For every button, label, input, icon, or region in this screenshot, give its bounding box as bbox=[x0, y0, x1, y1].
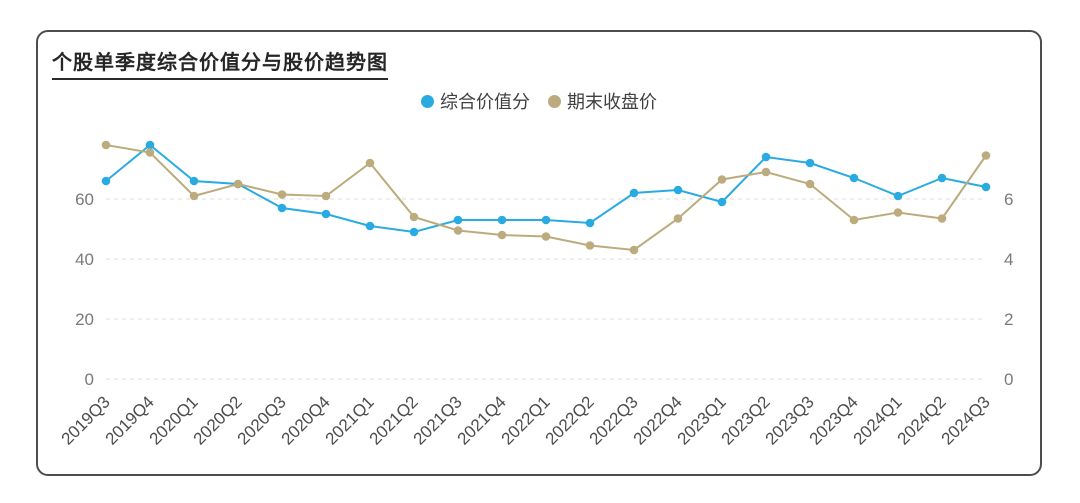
data-point[interactable] bbox=[233, 179, 243, 189]
chart-title-text: 个股单季度综合价值分与股价趋势图 bbox=[52, 46, 388, 80]
data-point[interactable] bbox=[673, 214, 683, 223]
data-point[interactable] bbox=[497, 215, 507, 225]
data-point[interactable] bbox=[937, 173, 947, 183]
legend-label-closing-price: 期末收盘价 bbox=[567, 92, 657, 112]
data-point[interactable] bbox=[189, 191, 199, 201]
right-axis-tick-label: 0 bbox=[1004, 370, 1013, 389]
data-point[interactable] bbox=[189, 176, 199, 186]
data-point[interactable] bbox=[277, 190, 287, 199]
chart-legend: 综合价值分 期末收盘价 bbox=[38, 88, 1040, 114]
data-point[interactable] bbox=[981, 151, 991, 160]
left-axis-tick-label: 60 bbox=[75, 190, 94, 209]
left-axis-tick-label: 20 bbox=[75, 310, 94, 329]
data-point[interactable] bbox=[981, 182, 991, 192]
data-point[interactable] bbox=[849, 215, 859, 225]
data-point[interactable] bbox=[805, 179, 815, 189]
left-axis-tick-label: 0 bbox=[85, 370, 94, 389]
data-point[interactable] bbox=[365, 221, 375, 231]
data-point[interactable] bbox=[673, 185, 683, 195]
right-axis-tick-label: 6 bbox=[1004, 190, 1013, 209]
data-point[interactable] bbox=[145, 140, 155, 150]
data-point[interactable] bbox=[761, 167, 771, 177]
data-point[interactable] bbox=[409, 212, 419, 222]
x-axis-tick-label: 2024Q3 bbox=[938, 392, 994, 448]
data-point[interactable] bbox=[101, 140, 111, 150]
data-point[interactable] bbox=[101, 176, 111, 186]
data-point[interactable] bbox=[541, 215, 551, 225]
right-axis-tick-label: 4 bbox=[1004, 250, 1013, 269]
data-point[interactable] bbox=[277, 203, 287, 213]
trend-line-chart: 020406002462019Q32019Q42020Q12020Q22020Q… bbox=[58, 140, 1013, 449]
legend-item-closing-price[interactable]: 期末收盘价 bbox=[548, 88, 657, 114]
left-axis-tick-label: 40 bbox=[75, 250, 94, 269]
legend-marker-value-score bbox=[421, 94, 434, 108]
data-point[interactable] bbox=[321, 191, 331, 201]
chart-card: 个股单季度综合价值分与股价趋势图 综合价值分 期末收盘价 0 20 40 60 0 2 4 6… bbox=[36, 30, 1042, 476]
data-point[interactable] bbox=[321, 209, 331, 219]
data-point[interactable] bbox=[761, 152, 771, 162]
data-point[interactable] bbox=[717, 175, 727, 184]
data-point[interactable] bbox=[453, 215, 463, 225]
data-point[interactable] bbox=[541, 232, 551, 241]
data-point[interactable] bbox=[409, 227, 419, 237]
data-point[interactable] bbox=[893, 191, 903, 201]
data-point[interactable] bbox=[585, 241, 595, 250]
data-point[interactable] bbox=[893, 208, 903, 217]
data-point[interactable] bbox=[717, 197, 727, 207]
legend-marker-closing-price bbox=[548, 94, 561, 108]
legend-label-value-score: 综合价值分 bbox=[440, 92, 530, 112]
data-point[interactable] bbox=[585, 218, 595, 228]
data-point[interactable] bbox=[629, 245, 639, 255]
data-point[interactable] bbox=[805, 158, 815, 168]
data-point[interactable] bbox=[453, 226, 463, 235]
legend-item-value-score[interactable]: 综合价值分 bbox=[421, 88, 530, 114]
data-point[interactable] bbox=[629, 188, 639, 198]
right-axis-tick-label: 2 bbox=[1004, 310, 1013, 329]
data-point[interactable] bbox=[849, 173, 859, 183]
data-point[interactable] bbox=[937, 214, 947, 223]
data-point[interactable] bbox=[497, 230, 507, 240]
data-point[interactable] bbox=[145, 148, 155, 157]
data-point[interactable] bbox=[365, 158, 375, 168]
chart-title: 个股单季度综合价值分与股价趋势图 bbox=[52, 46, 388, 80]
